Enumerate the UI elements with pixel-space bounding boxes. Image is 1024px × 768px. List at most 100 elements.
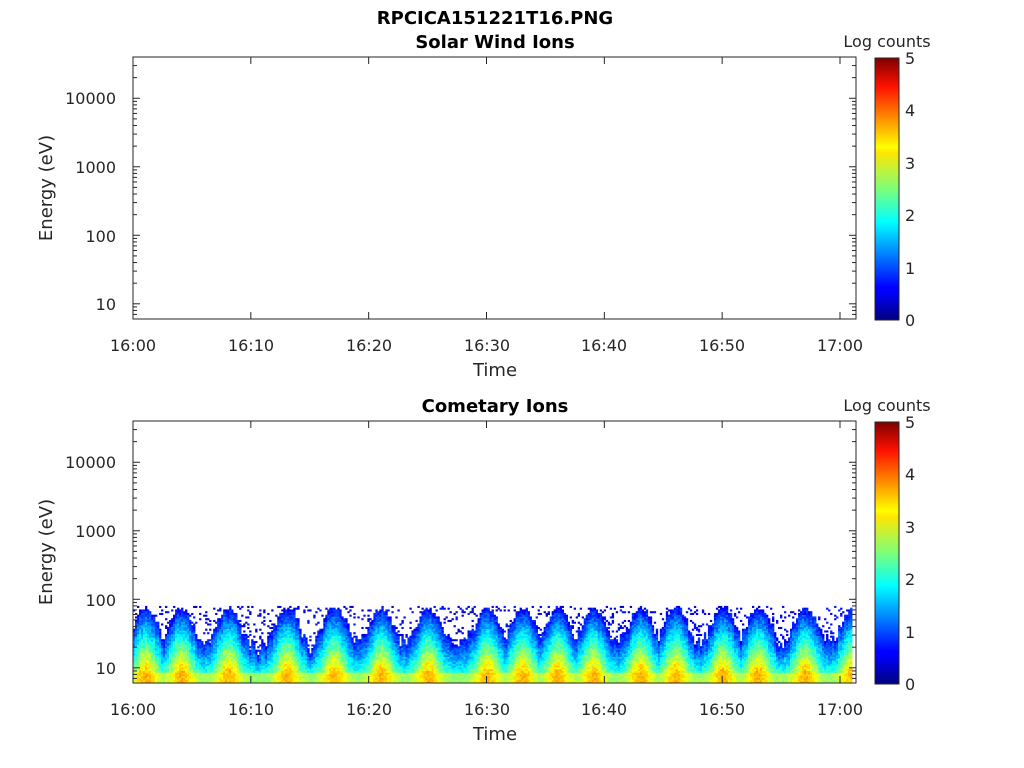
spectrogram-cell bbox=[329, 609, 332, 612]
spectrogram-cell bbox=[269, 626, 272, 629]
spectrogram-cell bbox=[347, 654, 350, 658]
spectrogram-cell bbox=[193, 668, 196, 672]
spectrogram-cell bbox=[141, 609, 144, 612]
spectrogram-cell bbox=[241, 642, 244, 645]
spectrogram-cell bbox=[383, 614, 386, 617]
spectrogram-cell bbox=[351, 644, 354, 647]
spectrogram-cell bbox=[285, 661, 288, 665]
spectrogram-cell bbox=[149, 621, 152, 624]
spectrogram-cell bbox=[177, 660, 180, 663]
spectrogram-cell bbox=[377, 611, 380, 614]
spectrogram-cell bbox=[159, 672, 162, 675]
spectrogram-cell bbox=[325, 661, 328, 665]
spectrogram-cell bbox=[171, 665, 174, 668]
spectrogram-cell bbox=[233, 658, 236, 661]
spectrogram-cell bbox=[345, 665, 348, 668]
spectrogram-cell bbox=[285, 635, 288, 638]
spectrogram-cell bbox=[169, 681, 172, 683]
spectrogram-cell bbox=[333, 642, 336, 645]
spectrogram-cell bbox=[163, 663, 166, 666]
spectrogram-cell bbox=[155, 651, 158, 654]
spectrogram-cell bbox=[207, 674, 210, 677]
spectrogram-cell bbox=[215, 660, 218, 663]
spectrogram-cell bbox=[401, 679, 404, 682]
spectrogram-cell bbox=[169, 675, 172, 679]
spectrogram-cell bbox=[327, 609, 330, 612]
spectrogram-cell bbox=[307, 654, 310, 658]
spectrogram-cell bbox=[163, 647, 166, 651]
spectrogram-cell bbox=[233, 640, 236, 644]
spectrogram-cell bbox=[163, 674, 166, 677]
spectrogram-cell bbox=[223, 623, 226, 626]
spectrogram-cell bbox=[337, 649, 340, 652]
y-tick-label: 100 bbox=[85, 227, 116, 246]
spectrogram-cell bbox=[321, 677, 324, 680]
spectrogram-cell bbox=[241, 677, 244, 680]
spectrogram-cell bbox=[283, 646, 286, 649]
spectrogram-cell bbox=[299, 639, 302, 642]
spectrogram-cell bbox=[391, 649, 394, 652]
spectrogram-cell bbox=[287, 614, 290, 617]
spectrogram-cell bbox=[313, 646, 316, 649]
spectrogram-cell bbox=[273, 626, 276, 629]
spectrogram-cell bbox=[253, 681, 256, 683]
spectrogram-cell bbox=[355, 640, 358, 644]
spectrogram-cell bbox=[287, 607, 290, 610]
spectrogram-cell bbox=[183, 681, 186, 683]
spectrogram-cell bbox=[251, 639, 254, 642]
spectrogram-cell bbox=[281, 672, 284, 675]
spectrogram-cell bbox=[281, 625, 284, 628]
spectrogram-cell bbox=[383, 649, 386, 652]
spectrogram-cell bbox=[211, 663, 214, 666]
spectrogram-cell bbox=[265, 646, 268, 649]
spectrogram-cell bbox=[209, 647, 212, 651]
spectrogram-cell bbox=[217, 653, 220, 656]
spectrogram-cell bbox=[391, 639, 394, 642]
spectrogram-cell bbox=[213, 674, 216, 677]
spectrogram-cell bbox=[233, 674, 236, 677]
spectrogram-cell bbox=[177, 665, 180, 668]
spectrogram-cell bbox=[401, 647, 404, 651]
spectrogram-cell bbox=[413, 681, 416, 683]
spectrogram-cell bbox=[221, 637, 224, 640]
spectrogram-cell bbox=[191, 658, 194, 661]
spectrogram-cell bbox=[181, 611, 184, 614]
spectrogram-cell bbox=[273, 628, 276, 631]
spectrogram-cell bbox=[183, 660, 186, 663]
spectrogram-cell bbox=[377, 623, 380, 626]
spectrogram-cell bbox=[409, 672, 412, 675]
spectrogram-cell bbox=[231, 665, 234, 668]
spectrogram-cell bbox=[337, 633, 340, 636]
spectrogram-cell bbox=[205, 651, 208, 654]
spectrogram-cell bbox=[211, 665, 214, 668]
spectrogram-cell bbox=[329, 633, 332, 636]
spectrogram-cell bbox=[141, 653, 144, 656]
spectrogram-cell bbox=[351, 670, 354, 673]
spectrogram-cell bbox=[137, 651, 140, 654]
spectrogram-cell bbox=[325, 667, 328, 670]
spectrogram-cell bbox=[291, 619, 294, 622]
spectrogram-cell bbox=[399, 646, 402, 649]
spectrogram-cell bbox=[369, 644, 372, 647]
spectrogram-cell bbox=[135, 668, 138, 672]
spectrogram-cell bbox=[227, 619, 230, 622]
spectrogram-cell bbox=[233, 625, 236, 628]
spectrogram-cell bbox=[151, 646, 154, 649]
spectrogram-cell bbox=[303, 674, 306, 677]
spectrogram-cell bbox=[293, 630, 296, 633]
spectrogram-cell bbox=[179, 640, 182, 644]
spectrogram-cell bbox=[233, 637, 236, 640]
spectrogram-cell bbox=[269, 649, 272, 652]
spectrogram-cell bbox=[207, 681, 210, 683]
spectrogram-cell bbox=[217, 654, 220, 658]
spectrogram-cell bbox=[231, 633, 234, 636]
spectrogram-cell bbox=[245, 670, 248, 673]
spectrogram-cell bbox=[253, 651, 256, 654]
spectrogram-cell bbox=[273, 635, 276, 638]
spectrogram-cell bbox=[411, 642, 414, 645]
spectrogram-cell bbox=[273, 679, 276, 682]
spectrogram-cell bbox=[391, 642, 394, 645]
spectrogram-cell bbox=[343, 654, 346, 658]
spectrogram-cell bbox=[291, 640, 294, 644]
spectrogram-cell bbox=[283, 626, 286, 629]
